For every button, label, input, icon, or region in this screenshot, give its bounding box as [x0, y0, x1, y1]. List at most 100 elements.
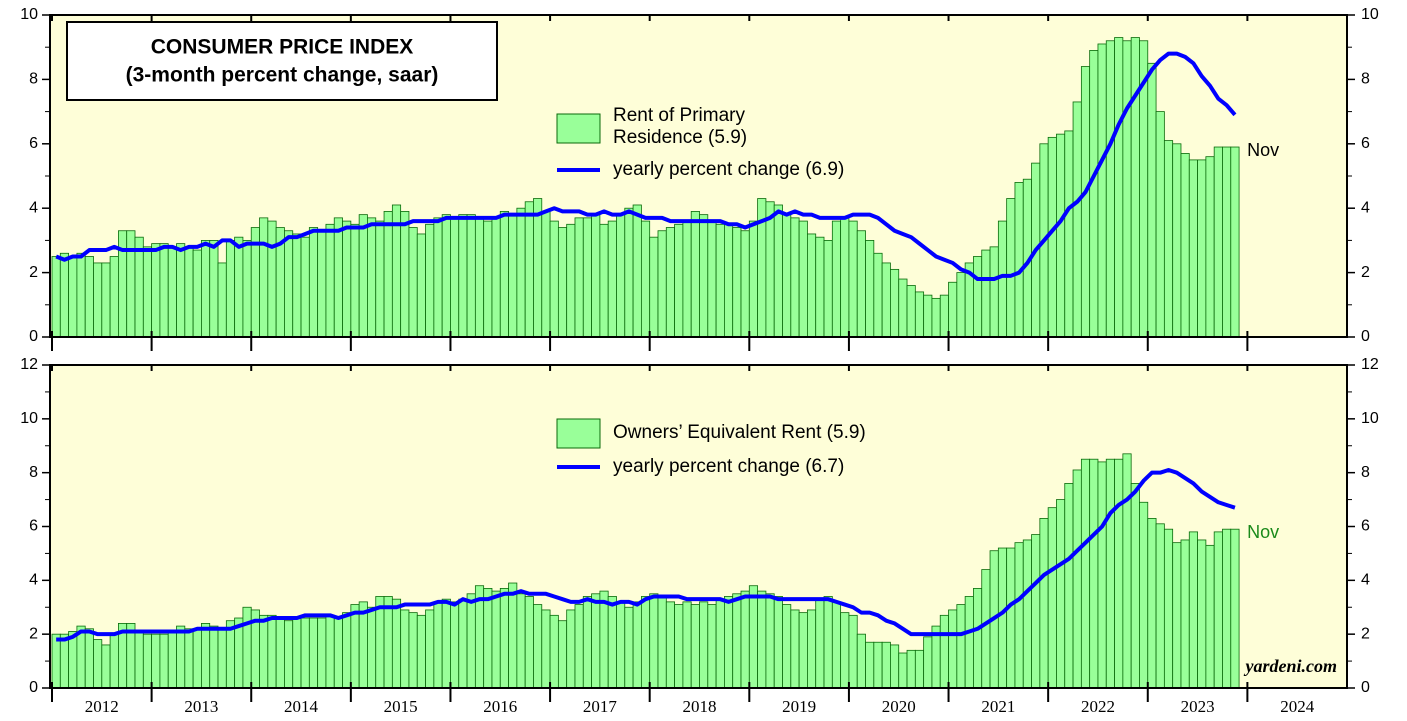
bar [599, 223, 609, 338]
y-tick-label: 8 [1361, 71, 1370, 88]
bar [234, 236, 244, 338]
bar [308, 227, 319, 338]
bar [939, 614, 949, 689]
bar [159, 633, 169, 689]
bar [574, 604, 584, 689]
x-tick-label: 2020 [882, 697, 916, 716]
bar [649, 593, 659, 689]
bar [790, 217, 800, 338]
bar [458, 214, 468, 338]
bar [259, 614, 269, 689]
bar [1064, 130, 1074, 338]
bar [748, 220, 759, 338]
bar [574, 217, 584, 338]
bar [1188, 531, 1198, 689]
bar [881, 641, 891, 689]
bar [450, 217, 460, 338]
y-tick-label: 0 [1361, 679, 1370, 696]
bar [665, 601, 675, 689]
bar [325, 614, 335, 689]
x-tick-label: 2018 [683, 697, 717, 716]
bar [557, 227, 568, 338]
bar [665, 227, 675, 338]
bar [848, 220, 858, 338]
bar [275, 617, 285, 689]
bar [1056, 499, 1066, 689]
bar [773, 596, 783, 689]
bar [1089, 50, 1099, 338]
bar [433, 217, 443, 338]
bar [1122, 453, 1132, 689]
bar [707, 604, 717, 689]
bar [358, 214, 368, 338]
bar [516, 207, 526, 338]
bar [151, 243, 161, 338]
bar [383, 596, 393, 689]
bar [549, 614, 559, 689]
bar [981, 569, 991, 689]
bar [923, 294, 933, 338]
bar [1097, 461, 1107, 689]
bar [607, 220, 617, 338]
bar [142, 246, 153, 338]
bar [599, 590, 609, 689]
y-tick-label: 12 [20, 356, 38, 373]
bar [848, 614, 858, 689]
bar [682, 601, 692, 689]
bar [134, 236, 144, 338]
y-tick-label: 6 [29, 518, 38, 535]
bar [923, 636, 933, 689]
bar [1172, 143, 1182, 338]
bar [1006, 198, 1016, 338]
bar [964, 596, 974, 689]
bar [1180, 539, 1190, 689]
title-box [66, 21, 498, 101]
bar [474, 217, 485, 338]
bar [1114, 458, 1124, 689]
bar [765, 593, 775, 689]
x-tick-label: 2014 [284, 697, 319, 716]
x-tick-label: 2023 [1181, 697, 1215, 716]
bar [317, 617, 327, 689]
y-tick-label: 4 [1361, 199, 1370, 216]
legend-label: Owners’ Equivalent Rent (5.9) [613, 422, 866, 443]
bar [508, 582, 518, 689]
bar [1072, 101, 1082, 338]
bar [931, 297, 941, 338]
bar [1014, 542, 1024, 689]
bar [906, 649, 916, 689]
y-tick-label: 12 [1361, 356, 1379, 373]
bar [782, 214, 792, 338]
bar [192, 249, 202, 338]
bar [1056, 133, 1066, 338]
bar [524, 201, 534, 338]
bar [973, 256, 983, 338]
y-tick-label: 4 [29, 199, 38, 216]
bar [508, 214, 518, 338]
bar [591, 214, 601, 338]
bar [1014, 182, 1024, 338]
bar [118, 230, 128, 338]
bar [699, 214, 709, 338]
bar [51, 256, 61, 338]
bar [225, 239, 236, 338]
bar [142, 633, 153, 689]
bar [217, 628, 227, 689]
bar [715, 223, 725, 338]
bar [682, 220, 692, 338]
bar [748, 585, 759, 689]
bar [76, 252, 86, 338]
bar [1105, 458, 1115, 689]
bar [93, 262, 103, 338]
bar [732, 593, 742, 689]
bar [873, 641, 883, 689]
plot-frame [49, 14, 1348, 338]
bar [300, 617, 310, 689]
bar [416, 614, 426, 689]
bar [865, 641, 875, 689]
bar [1072, 469, 1082, 689]
bar [699, 601, 709, 689]
bar [1006, 547, 1016, 689]
bar [1205, 544, 1215, 689]
bar [1130, 483, 1140, 689]
